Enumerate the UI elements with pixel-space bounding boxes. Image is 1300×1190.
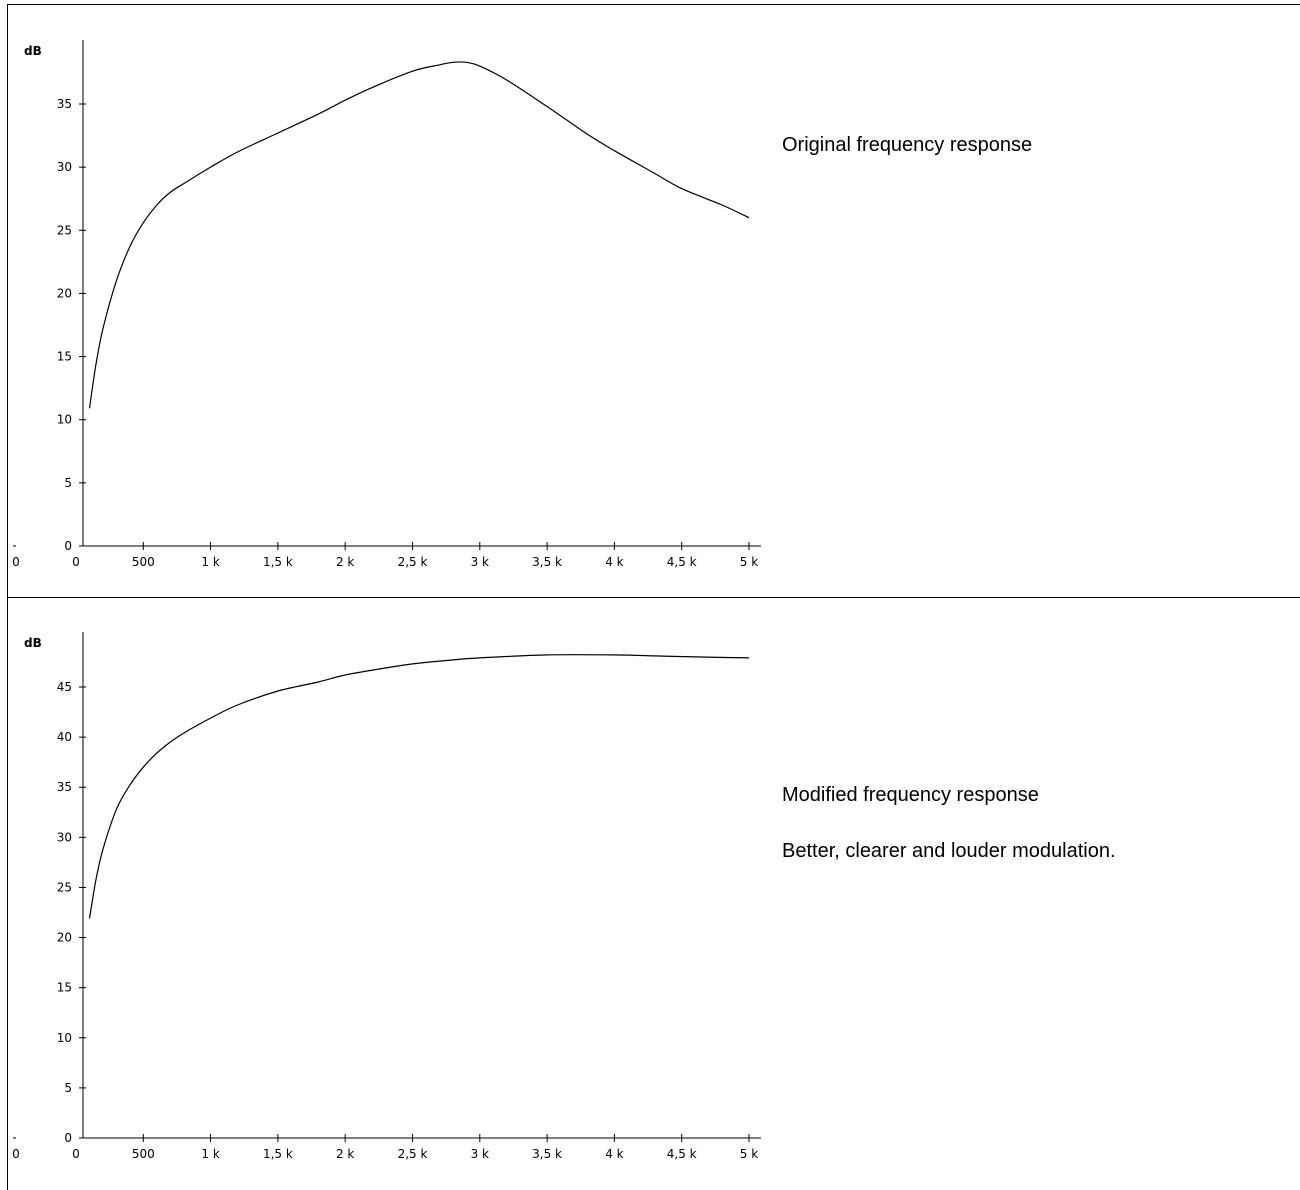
y-tick-label: 20 <box>57 931 72 945</box>
modified-response-chart: dB 0 5 10 15 20 25 30 35 40 45 0 500 1 k 1,5 k 2 k 2,5 k… <box>0 0 780 1186</box>
x-tick-label: 4,5 k <box>667 1147 697 1161</box>
y-tick-label: 15 <box>57 981 72 995</box>
y-tick-label: 35 <box>57 780 72 794</box>
x-tick-label: 0 <box>72 1147 80 1161</box>
y-tick-label: 30 <box>57 830 72 844</box>
y-axis-unit-label: dB <box>24 636 42 650</box>
x-tick-label: 3,5 k <box>532 1147 562 1161</box>
y-tick-label: 10 <box>57 1031 72 1045</box>
modulation-note: Better, clearer and louder modulation. <box>782 840 1116 863</box>
y-tick-label: 0 <box>64 1131 72 1145</box>
x-tick-label: 500 <box>132 1147 155 1161</box>
modified-response-caption: Modified frequency response <box>782 784 1039 807</box>
x-tick-label: 5 k <box>740 1147 758 1161</box>
y-tick-label: 40 <box>57 730 72 744</box>
x-tick-label: 1 k <box>201 1147 219 1161</box>
x-left-edge-label: 0 <box>12 1147 20 1161</box>
y-tick-label: 45 <box>57 680 72 694</box>
x-tick-label: 1,5 k <box>263 1147 293 1161</box>
y-tick-label: 5 <box>64 1081 72 1095</box>
frequency-response-line <box>90 655 750 919</box>
y-tick-label: 25 <box>57 880 72 894</box>
x-tick-label: 2,5 k <box>398 1147 428 1161</box>
x-tick-label: 2 k <box>336 1147 354 1161</box>
x-tick-label: 4 k <box>605 1147 623 1161</box>
x-tick-label: 3 k <box>471 1147 489 1161</box>
